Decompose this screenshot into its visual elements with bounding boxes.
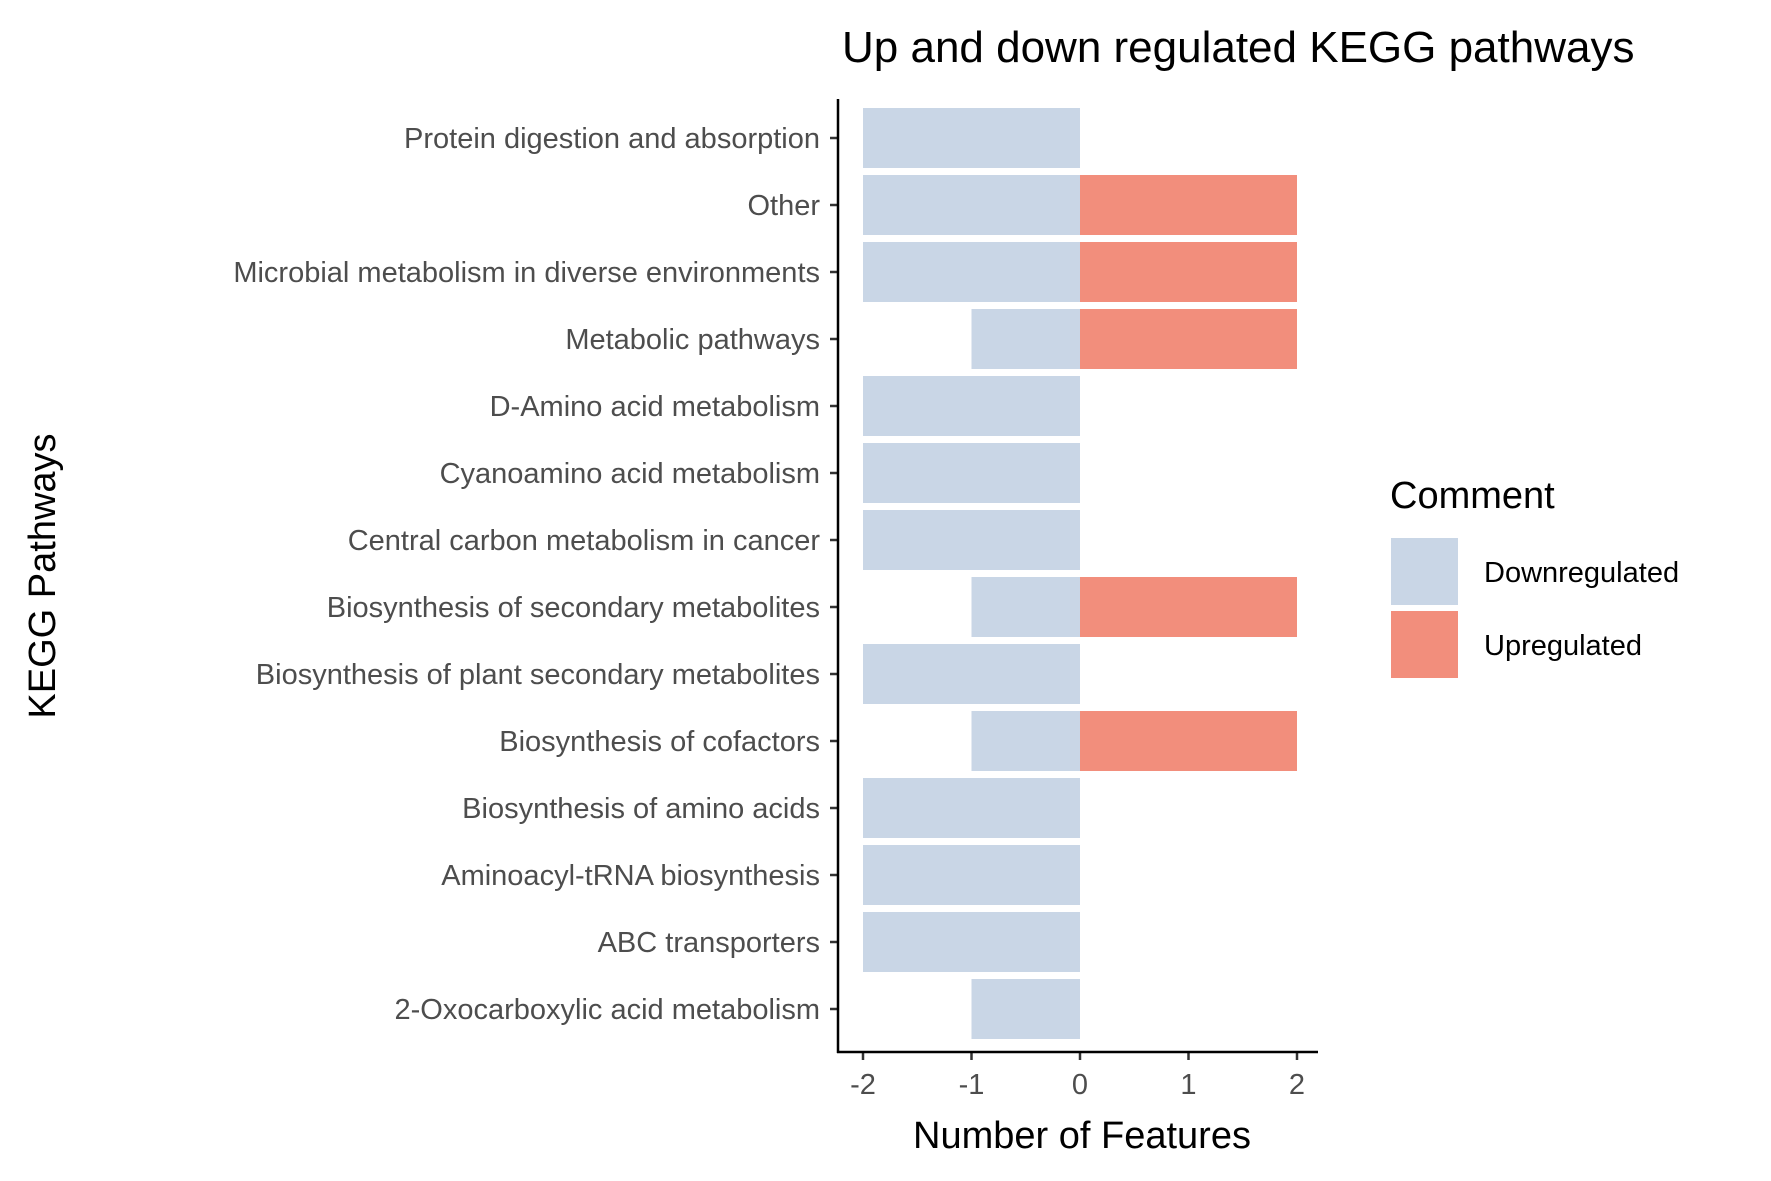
legend-swatch-downregulated	[1391, 538, 1458, 605]
x-axis-ticks: -2 -1 0 1 2	[850, 1052, 1305, 1101]
y-axis-title: KEGG Pathways	[22, 433, 64, 718]
bar-downregulated-protein-digestion-and-absorption	[863, 108, 1080, 168]
y-axis-ticks: Protein digestion and absorption Other Mic…	[233, 123, 838, 1026]
bars-layer	[863, 108, 1297, 1039]
y-tick-label-protein-digestion-and-absorption: Protein digestion and absorption	[404, 123, 820, 155]
y-tick-label-2-oxocarboxylic-acid-metabolism: 2-Oxocarboxylic acid metabolism	[395, 994, 820, 1026]
y-tick-label-microbial-metabolism-in-diverse-environments: Microbial metabolism in diverse environm…	[233, 257, 820, 289]
legend-title: Comment	[1390, 475, 1555, 517]
bar-downregulated-central-carbon-metabolism-in-cancer	[863, 510, 1080, 570]
bar-downregulated-aminoacyl-trna-biosynthesis	[863, 845, 1080, 905]
bar-downregulated-abc-transporters	[863, 912, 1080, 972]
bar-downregulated-metabolic-pathways	[971, 309, 1080, 369]
y-tick-label-biosynthesis-of-amino-acids: Biosynthesis of amino acids	[462, 793, 820, 825]
bar-downregulated-cyanoamino-acid-metabolism	[863, 443, 1080, 503]
y-tick-label-aminoacyl-trna-biosynthesis: Aminoacyl-tRNA biosynthesis	[441, 860, 820, 892]
bar-downregulated-biosynthesis-of-plant-secondary-metabolites	[863, 644, 1080, 704]
bar-upregulated-biosynthesis-of-cofactors	[1080, 711, 1297, 771]
legend: Comment Downregulated Upregulated	[1390, 475, 1679, 678]
bar-downregulated-other	[863, 175, 1080, 235]
bar-downregulated-d-amino-acid-metabolism	[863, 376, 1080, 436]
y-tick-label-d-amino-acid-metabolism: D-Amino acid metabolism	[490, 391, 820, 423]
x-tick-label: 2	[1289, 1069, 1305, 1101]
x-tick-label: 1	[1180, 1069, 1196, 1101]
y-tick-label-biosynthesis-of-cofactors: Biosynthesis of cofactors	[499, 726, 820, 758]
bar-upregulated-other	[1080, 175, 1297, 235]
y-tick-label-cyanoamino-acid-metabolism: Cyanoamino acid metabolism	[440, 458, 820, 490]
y-tick-label-biosynthesis-of-plant-secondary-metabolites: Biosynthesis of plant secondary metaboli…	[256, 659, 820, 691]
x-tick-label: 0	[1072, 1069, 1088, 1101]
bar-upregulated-metabolic-pathways	[1080, 309, 1297, 369]
bar-upregulated-microbial-metabolism-in-diverse-environments	[1080, 242, 1297, 302]
legend-label-upregulated: Upregulated	[1484, 630, 1642, 662]
x-axis-title: Number of Features	[913, 1115, 1251, 1157]
y-tick-label-other: Other	[747, 190, 820, 222]
bar-downregulated-2-oxocarboxylic-acid-metabolism	[971, 979, 1080, 1039]
bar-downregulated-biosynthesis-of-amino-acids	[863, 778, 1080, 838]
y-tick-label-abc-transporters: ABC transporters	[598, 927, 820, 959]
chart-title: Up and down regulated KEGG pathways	[842, 23, 1634, 72]
bar-downregulated-microbial-metabolism-in-diverse-environments	[863, 242, 1080, 302]
y-tick-label-metabolic-pathways: Metabolic pathways	[565, 324, 820, 356]
legend-swatch-upregulated	[1391, 611, 1458, 678]
bar-downregulated-biosynthesis-of-secondary-metabolites	[971, 577, 1080, 637]
y-tick-label-central-carbon-metabolism-in-cancer: Central carbon metabolism in cancer	[348, 525, 821, 557]
legend-label-downregulated: Downregulated	[1484, 557, 1679, 589]
bar-upregulated-biosynthesis-of-secondary-metabolites	[1080, 577, 1297, 637]
bar-downregulated-biosynthesis-of-cofactors	[971, 711, 1080, 771]
x-tick-label: -1	[959, 1069, 985, 1101]
x-tick-label: -2	[850, 1069, 876, 1101]
y-tick-label-biosynthesis-of-secondary-metabolites: Biosynthesis of secondary metabolites	[327, 592, 820, 624]
